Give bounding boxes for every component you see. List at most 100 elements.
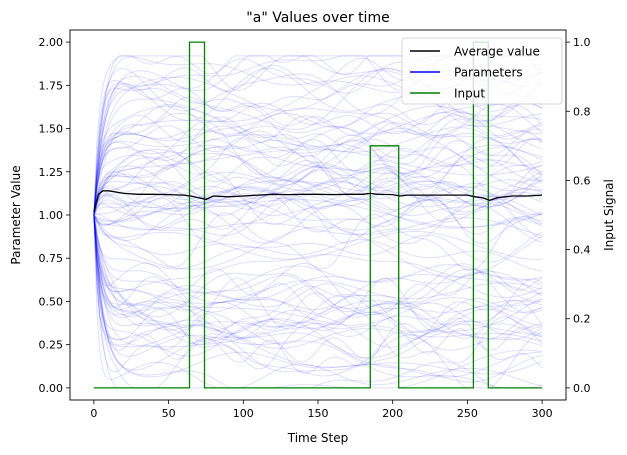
parameter-line bbox=[93, 138, 543, 216]
legend-label-average: Average value bbox=[454, 45, 540, 59]
parameter-line bbox=[93, 125, 543, 216]
x-tick-label: 250 bbox=[457, 407, 478, 420]
parameter-line bbox=[93, 186, 543, 231]
y-tick-label: 2.00 bbox=[39, 36, 64, 49]
parameter-line bbox=[93, 105, 543, 216]
y2-tick-label: 0.8 bbox=[573, 105, 591, 118]
parameter-line bbox=[93, 214, 543, 389]
parameter-line bbox=[93, 214, 543, 314]
parameter-line bbox=[93, 214, 543, 340]
parameter-line bbox=[93, 214, 543, 295]
y2-tick-label: 0.6 bbox=[573, 174, 591, 187]
parameters-lines bbox=[93, 55, 543, 389]
x-tick-label: 50 bbox=[162, 407, 176, 420]
parameter-line bbox=[93, 214, 543, 389]
parameter-line bbox=[93, 214, 543, 311]
y2-axis-label: Input Signal bbox=[602, 179, 616, 251]
parameter-line bbox=[93, 158, 543, 216]
legend-label-parameters: Parameters bbox=[454, 66, 523, 80]
parameter-line bbox=[93, 179, 543, 229]
parameter-line bbox=[93, 125, 543, 216]
parameter-line bbox=[93, 214, 543, 377]
parameter-line bbox=[93, 102, 543, 216]
parameter-line bbox=[93, 175, 543, 216]
parameter-line bbox=[93, 203, 543, 245]
parameter-line bbox=[93, 214, 543, 364]
parameter-line bbox=[93, 138, 543, 216]
parameter-line bbox=[93, 212, 543, 272]
parameter-line bbox=[93, 68, 543, 216]
parameter-line bbox=[93, 137, 543, 216]
parameter-line bbox=[93, 144, 543, 216]
y-tick-label: 1.50 bbox=[39, 123, 64, 136]
parameter-line bbox=[93, 194, 543, 239]
parameter-line bbox=[93, 197, 543, 245]
y-axis: 0.00 0.25 0.50 0.75 1.00 1.25 1.50 1.75 2.00 bbox=[39, 36, 70, 395]
parameter-line bbox=[93, 214, 543, 359]
parameter-line bbox=[93, 131, 543, 216]
parameter-line bbox=[93, 214, 543, 335]
parameter-line bbox=[93, 214, 543, 357]
parameter-line bbox=[93, 166, 543, 216]
legend: Average value Parameters Input bbox=[401, 37, 563, 105]
parameter-line bbox=[93, 214, 543, 333]
parameter-line bbox=[93, 214, 543, 337]
parameter-line bbox=[93, 214, 543, 349]
parameter-line bbox=[93, 194, 543, 235]
parameter-line bbox=[93, 214, 543, 261]
parameter-line bbox=[93, 214, 543, 298]
parameter-line bbox=[93, 214, 543, 343]
parameter-line bbox=[93, 214, 543, 334]
y2-tick-label: 0.4 bbox=[573, 244, 591, 257]
x-tick-label: 200 bbox=[382, 407, 403, 420]
parameter-line bbox=[93, 214, 543, 263]
parameter-line bbox=[93, 103, 543, 216]
x-tick-label: 150 bbox=[308, 407, 329, 420]
parameter-line bbox=[93, 214, 543, 272]
x-axis-label: Time Step bbox=[287, 431, 349, 445]
parameter-line bbox=[93, 199, 543, 228]
legend-label-input: Input bbox=[454, 87, 485, 101]
parameter-line bbox=[93, 214, 543, 278]
y2-tick-label: 1.0 bbox=[573, 36, 591, 49]
parameter-line bbox=[93, 163, 543, 216]
x-axis: 0 50 100 150 200 250 300 bbox=[90, 400, 553, 420]
y-tick-label: 1.00 bbox=[39, 209, 64, 222]
y-tick-label: 1.25 bbox=[39, 166, 64, 179]
parameter-line bbox=[93, 125, 543, 216]
parameter-line bbox=[93, 214, 543, 389]
parameter-line bbox=[93, 214, 543, 305]
parameter-line bbox=[93, 214, 543, 315]
y2-axis: 0.0 0.2 0.4 0.6 0.8 1.0 bbox=[566, 36, 591, 395]
parameter-line bbox=[93, 214, 543, 383]
parameter-line bbox=[93, 75, 543, 216]
parameter-line bbox=[93, 169, 543, 227]
x-tick-label: 300 bbox=[532, 407, 553, 420]
parameter-line bbox=[93, 176, 543, 216]
parameter-line bbox=[93, 147, 543, 216]
parameter-line bbox=[93, 214, 543, 325]
y2-tick-label: 0.0 bbox=[573, 382, 591, 395]
parameter-line bbox=[93, 214, 543, 374]
y-axis-label: Parameter Value bbox=[9, 165, 23, 264]
parameter-line bbox=[93, 107, 543, 216]
y-tick-label: 0.00 bbox=[39, 382, 64, 395]
parameter-line bbox=[93, 68, 543, 216]
parameter-line bbox=[93, 214, 543, 340]
parameter-line bbox=[93, 214, 543, 327]
parameter-line bbox=[93, 214, 543, 370]
parameter-line bbox=[93, 164, 543, 216]
parameter-line bbox=[93, 214, 543, 348]
parameter-line bbox=[93, 214, 543, 389]
x-tick-label: 100 bbox=[233, 407, 254, 420]
parameter-line bbox=[93, 214, 543, 237]
parameter-line bbox=[93, 116, 543, 216]
parameter-line bbox=[93, 146, 543, 216]
legend-box bbox=[401, 37, 563, 105]
y-tick-label: 1.75 bbox=[39, 79, 64, 92]
parameter-line bbox=[93, 214, 543, 389]
y2-tick-label: 0.2 bbox=[573, 313, 591, 326]
parameter-line bbox=[93, 214, 543, 310]
parameter-line bbox=[93, 139, 543, 216]
y-tick-label: 0.50 bbox=[39, 295, 64, 308]
